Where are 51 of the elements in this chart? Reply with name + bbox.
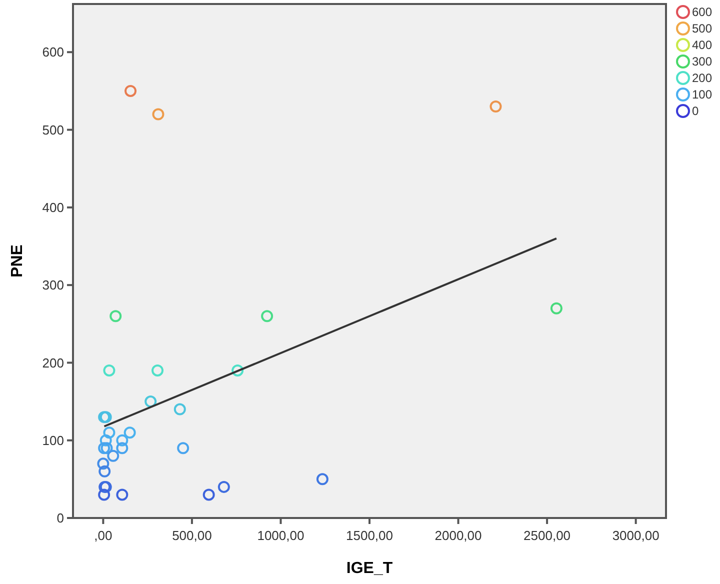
color-scale-legend: 600 500 400 300 200 100 0: [676, 5, 712, 118]
x-axis-title: IGE_T: [346, 560, 393, 577]
y-axis-title: PNE: [9, 244, 26, 278]
point: [174, 403, 186, 416]
point: [98, 442, 110, 454]
point: [103, 364, 116, 376]
point: [177, 442, 190, 454]
color-bar-label: 300: [692, 54, 712, 69]
point: [103, 426, 116, 439]
y-tick-label: 600: [42, 44, 64, 60]
y-tick-label: 100: [42, 432, 64, 448]
color-bar-label: 0: [692, 104, 699, 118]
color-bar-label: 200: [692, 71, 712, 86]
color-bar-label: 500: [692, 22, 712, 36]
x-tick-label: 500,00: [172, 528, 212, 543]
point: [100, 442, 113, 454]
point: [202, 488, 215, 501]
y-tick-label: 0: [56, 510, 64, 526]
point: [316, 473, 328, 486]
point: [116, 434, 128, 446]
color-bar-label: 100: [692, 88, 712, 102]
x-tick-label: 2000,00: [434, 528, 482, 543]
point: [550, 302, 562, 314]
point: [232, 364, 244, 376]
point: [110, 310, 122, 322]
x-tick-label: 1000,00: [257, 528, 304, 543]
point: [152, 364, 164, 376]
point: [152, 108, 164, 120]
x-tick-label: 1500,00: [346, 528, 393, 543]
color-bar-label: 600: [692, 5, 712, 20]
point: [98, 465, 111, 478]
x-tick-label: ,00: [94, 528, 112, 543]
y-tick-label: 500: [42, 122, 64, 138]
y-tick-label: 200: [42, 355, 64, 370]
point: [124, 84, 137, 97]
point: [124, 426, 136, 439]
point: [98, 488, 110, 501]
y-tick-label: 400: [42, 200, 64, 215]
point: [490, 100, 502, 112]
x-tick-label: 3000,00: [612, 528, 660, 543]
point: [116, 442, 128, 454]
point: [116, 488, 128, 501]
point: [107, 450, 120, 462]
point: [100, 434, 112, 446]
y-tick-label: 300: [42, 278, 64, 293]
point: [261, 310, 274, 322]
point: [144, 396, 157, 408]
point: [218, 480, 230, 493]
point: [97, 458, 110, 470]
color-bar-label: 400: [692, 38, 712, 52]
x-tick-label: 2500,00: [524, 528, 571, 543]
